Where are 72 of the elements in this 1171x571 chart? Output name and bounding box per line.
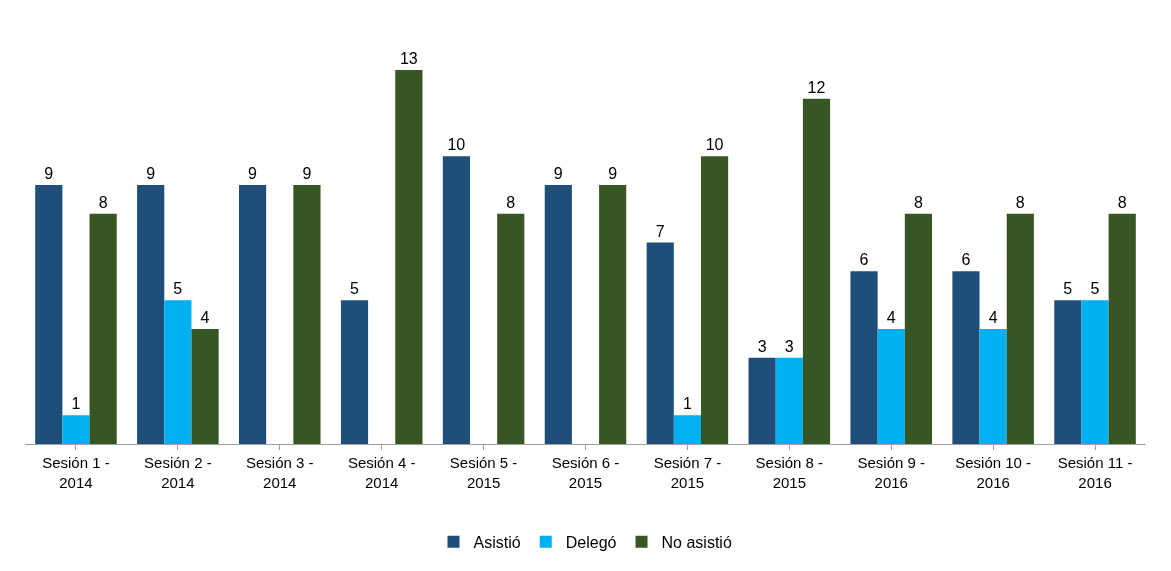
bar [1006, 213, 1034, 444]
x-tick-label: Sesión 4 - 2014 [347, 454, 416, 491]
data-label: 9 [302, 165, 312, 183]
data-label: 8 [913, 193, 923, 211]
bar [877, 328, 905, 444]
bar [802, 98, 831, 444]
x-tick-label: Sesión 6 - 2015 [551, 454, 620, 491]
legend-label: Delegó [565, 533, 617, 551]
bar [1081, 300, 1109, 444]
data-label: 9 [248, 165, 258, 183]
data-label: 1 [682, 395, 692, 413]
legend-label: Asistió [473, 533, 521, 551]
data-label: 9 [553, 165, 563, 183]
data-label: 10 [705, 136, 724, 154]
data-label: 5 [1063, 280, 1073, 298]
data-label: 5 [1090, 280, 1100, 298]
bar [395, 69, 423, 444]
x-tick-label: Sesión 9 - 2016 [857, 454, 925, 491]
bar [701, 156, 729, 444]
legend-label: No asistió [661, 533, 732, 551]
bar [497, 213, 525, 444]
data-label: 13 [399, 49, 418, 67]
bar [442, 156, 470, 444]
bar [673, 415, 701, 444]
data-label: 8 [98, 193, 108, 211]
data-label: 5 [350, 280, 360, 298]
data-label: 4 [988, 308, 998, 326]
data-label: 3 [784, 337, 794, 355]
bar [293, 185, 321, 444]
data-label: 3 [757, 337, 767, 355]
data-label: 12 [807, 78, 826, 96]
data-label: 7 [655, 222, 665, 240]
x-tick-label: Sesión 1 - 2014 [42, 454, 110, 491]
x-tick-label: Sesión 3 - 2014 [246, 454, 314, 491]
bar [775, 357, 803, 444]
data-label: 9 [146, 165, 156, 183]
data-label: 6 [961, 251, 971, 269]
data-label: 9 [44, 165, 54, 183]
bar [646, 242, 674, 444]
bar [952, 271, 980, 444]
bar [191, 328, 219, 444]
data-label: 6 [859, 251, 869, 269]
data-label: 9 [608, 165, 618, 183]
bar [979, 328, 1007, 444]
data-label: 8 [506, 193, 516, 211]
bar [239, 185, 267, 444]
bar [1108, 213, 1136, 444]
bar [62, 415, 90, 444]
bar [340, 300, 369, 444]
data-label: 5 [173, 280, 183, 298]
bar [137, 185, 165, 444]
bar [164, 300, 192, 444]
bar [89, 213, 117, 444]
data-label: 1 [71, 395, 81, 413]
bar [544, 185, 572, 444]
bar [904, 213, 932, 444]
bar [599, 185, 627, 444]
data-label: 10 [447, 136, 466, 154]
x-tick-label: Sesión 2 - 2014 [144, 454, 212, 491]
x-tick-label: Sesión 11 - 2016 [1057, 454, 1133, 491]
bar [748, 357, 776, 444]
data-label: 4 [886, 308, 896, 326]
x-tick-label: Sesión 7 - 2015 [653, 454, 722, 491]
bar [850, 271, 878, 444]
data-label: 4 [200, 308, 210, 326]
x-tick-label: Sesión 5 - 2015 [449, 454, 518, 491]
data-label: 8 [1015, 193, 1025, 211]
x-tick-label: Sesión 8 - 2015 [755, 454, 824, 491]
data-label: 8 [1117, 193, 1127, 211]
bar [35, 185, 63, 444]
x-tick-label: Sesión 10 - 2016 [955, 454, 1032, 491]
bar [1054, 300, 1082, 444]
